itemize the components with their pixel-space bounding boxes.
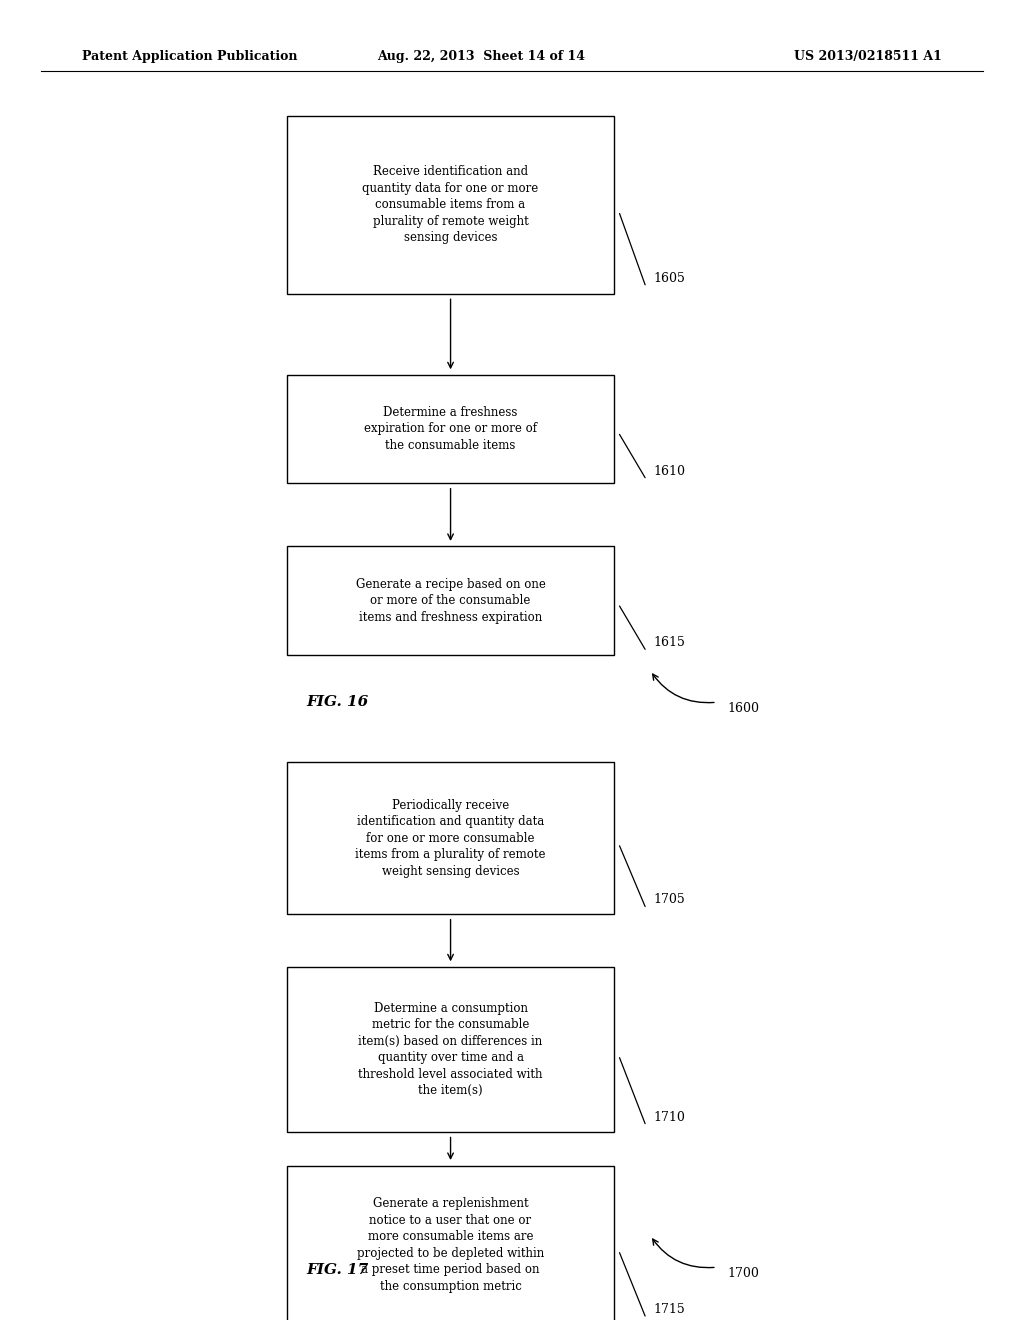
Text: FIG. 16: FIG. 16: [307, 696, 369, 709]
Text: Aug. 22, 2013  Sheet 14 of 14: Aug. 22, 2013 Sheet 14 of 14: [377, 50, 586, 63]
Text: US 2013/0218511 A1: US 2013/0218511 A1: [795, 50, 942, 63]
Text: 1715: 1715: [653, 1303, 685, 1316]
Text: 1705: 1705: [653, 894, 685, 907]
Bar: [287, 1166, 614, 1320]
Text: 1615: 1615: [653, 636, 685, 649]
Bar: [287, 375, 614, 483]
Text: Determine a consumption
metric for the consumable
item(s) based on differences i: Determine a consumption metric for the c…: [358, 1002, 543, 1097]
Text: Periodically receive
identification and quantity data
for one or more consumable: Periodically receive identification and …: [355, 799, 546, 878]
Text: 1605: 1605: [653, 272, 685, 285]
Text: Generate a recipe based on one
or more of the consumable
items and freshness exp: Generate a recipe based on one or more o…: [355, 578, 546, 623]
Text: 1600: 1600: [727, 702, 759, 715]
Text: Generate a replenishment
notice to a user that one or
more consumable items are
: Generate a replenishment notice to a use…: [357, 1197, 544, 1292]
Bar: [287, 966, 614, 1133]
Bar: [287, 116, 614, 294]
Text: 1700: 1700: [727, 1267, 759, 1280]
Text: 1710: 1710: [653, 1110, 685, 1123]
Text: Determine a freshness
expiration for one or more of
the consumable items: Determine a freshness expiration for one…: [365, 407, 537, 451]
Text: Receive identification and
quantity data for one or more
consumable items from a: Receive identification and quantity data…: [362, 165, 539, 244]
Bar: [287, 546, 614, 655]
Text: Patent Application Publication: Patent Application Publication: [82, 50, 297, 63]
Text: FIG. 17: FIG. 17: [307, 1263, 369, 1276]
Bar: [287, 763, 614, 913]
Text: 1610: 1610: [653, 465, 685, 478]
